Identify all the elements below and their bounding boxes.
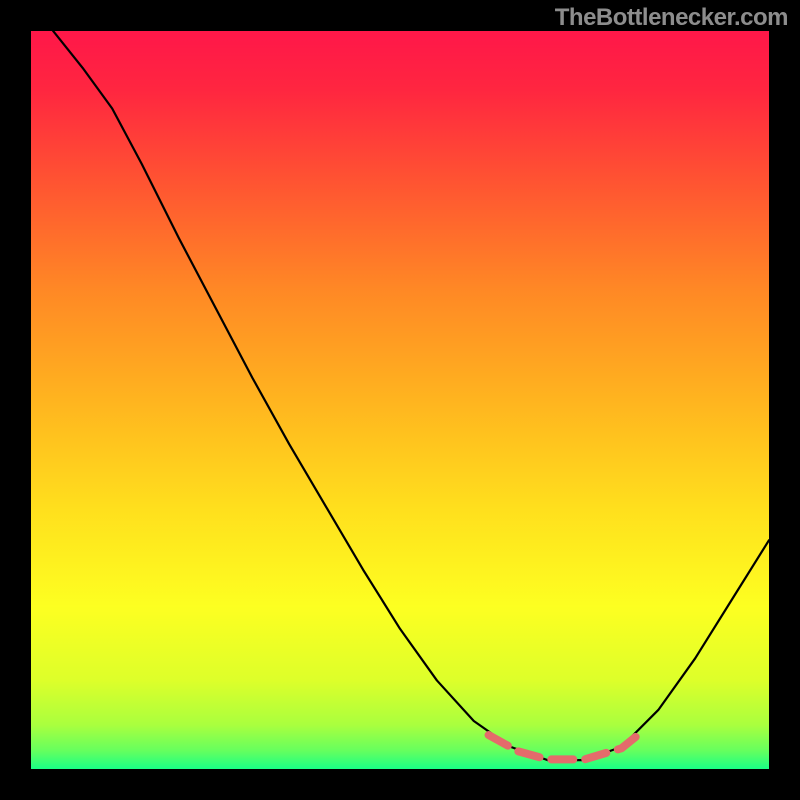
chart-container: TheBottlenecker.com: [0, 0, 800, 800]
attribution-label: TheBottlenecker.com: [555, 4, 788, 32]
plot-area: [31, 31, 769, 769]
gradient-background: [31, 31, 769, 769]
bottleneck-chart-svg: [31, 31, 769, 769]
